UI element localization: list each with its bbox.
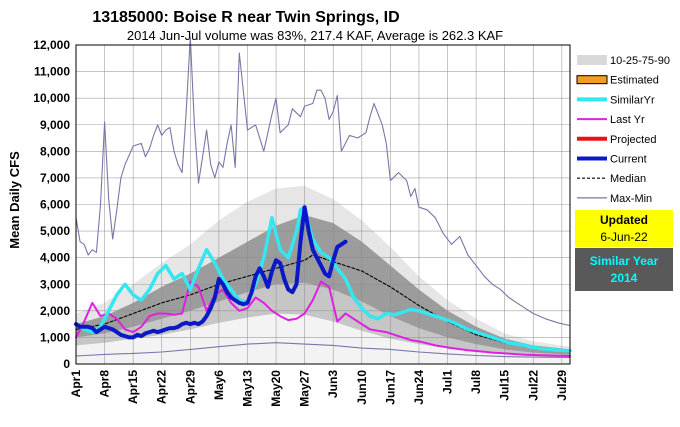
similar-year-value: 2014	[611, 271, 638, 285]
updated-box-bg	[575, 210, 673, 247]
y-tick-label: 9,000	[40, 118, 70, 132]
y-tick-label: 4,000	[40, 251, 70, 265]
legend-label: Median	[610, 173, 646, 185]
updated-date: 6-Jun-22	[600, 230, 648, 244]
x-tick-label: Jun10	[355, 370, 369, 405]
updated-box: Updated 6-Jun-22	[575, 210, 673, 247]
legend-item: Current	[577, 154, 647, 166]
legend-item: Estimated	[576, 75, 659, 87]
axes: 0 1,000 2,000 3,000 4,000 5,000 6,000 7,000 8,00…	[33, 38, 571, 407]
x-tick-label: Jul29	[555, 370, 569, 401]
x-tick-label: Jun24	[412, 370, 426, 405]
x-tick-label: Jul8	[469, 370, 483, 394]
x-tick-label: Apr15	[126, 370, 140, 404]
y-tick-label: 3,000	[40, 277, 70, 291]
plot-area	[74, 36, 572, 365]
legend-item: Max-Min	[577, 193, 652, 205]
x-tick-label: Jul15	[498, 370, 512, 401]
y-tick-label: 2,000	[40, 304, 70, 318]
updated-label: Updated	[600, 213, 648, 227]
series-line-min	[75, 342, 571, 358]
legend-item: Last Yr	[577, 114, 645, 126]
y-tick-label: 12,000	[33, 38, 70, 52]
legend-label: SimilarYr	[610, 94, 655, 106]
chart-title: 13185000: Boise R near Twin Springs, ID	[92, 9, 399, 26]
similar-year-box-bg	[575, 248, 673, 291]
y-tick-label: 11,000	[34, 65, 70, 79]
legend-item: 10-25-75-90	[577, 55, 670, 67]
legend-item: Median	[577, 173, 646, 185]
y-tick-label: 5,000	[40, 224, 70, 238]
x-tick-label: Apr1	[69, 370, 83, 398]
legend-label: Max-Min	[610, 193, 652, 205]
series-line-max	[75, 36, 571, 327]
y-tick-label: 10,000	[33, 91, 70, 105]
plot-frame	[75, 44, 571, 365]
legend-label: 10-25-75-90	[610, 55, 670, 67]
y-tick-label: 8,000	[40, 144, 70, 158]
chart-subtitle: 2014 Jun-Jul volume was 83%, 217.4 KAF, …	[127, 28, 503, 43]
legend: 10-25-75-90 Estimated SimilarYr Last Yr Proj…	[576, 55, 670, 205]
x-tick-label: Jul1	[441, 370, 455, 394]
series-line-similar	[74, 205, 572, 353]
y-tick-label: 7,000	[40, 171, 70, 185]
legend-label: Projected	[610, 134, 656, 146]
legend-item: SimilarYr	[577, 94, 655, 106]
similar-year-label: Similar Year	[590, 254, 659, 268]
similar-year-box: Similar Year 2014	[575, 248, 673, 291]
x-tick-label: May6	[212, 370, 226, 400]
legend-swatch-band	[577, 55, 607, 65]
legend-item: Projected	[577, 134, 656, 146]
series-line-lastyr	[75, 280, 571, 357]
legend-label: Last Yr	[610, 114, 645, 126]
x-tick-label: Apr29	[183, 370, 197, 404]
legend-label: Estimated	[610, 75, 659, 87]
x-tick-label: May20	[269, 370, 283, 407]
x-tick-label: May27	[298, 370, 312, 407]
x-tick-label: Jun3	[326, 370, 340, 398]
legend-swatch-estimated	[576, 75, 608, 85]
band-below-10th	[76, 313, 570, 364]
x-tick-label: Apr8	[98, 370, 112, 398]
x-tick-label: Jul22	[526, 370, 540, 401]
y-tick-label: 6,000	[40, 198, 70, 212]
x-tick-label: Apr22	[155, 370, 169, 404]
y-axis-label: Mean Daily CFS	[7, 151, 22, 249]
y-tick-label: 0	[63, 357, 70, 371]
y-tick-label: 1,000	[40, 330, 70, 344]
x-tick-label: May13	[240, 370, 254, 407]
x-tick-label: Jun17	[383, 370, 397, 405]
legend-label: Current	[610, 154, 647, 166]
series-line-current	[74, 205, 348, 340]
series-line-median	[75, 254, 571, 353]
